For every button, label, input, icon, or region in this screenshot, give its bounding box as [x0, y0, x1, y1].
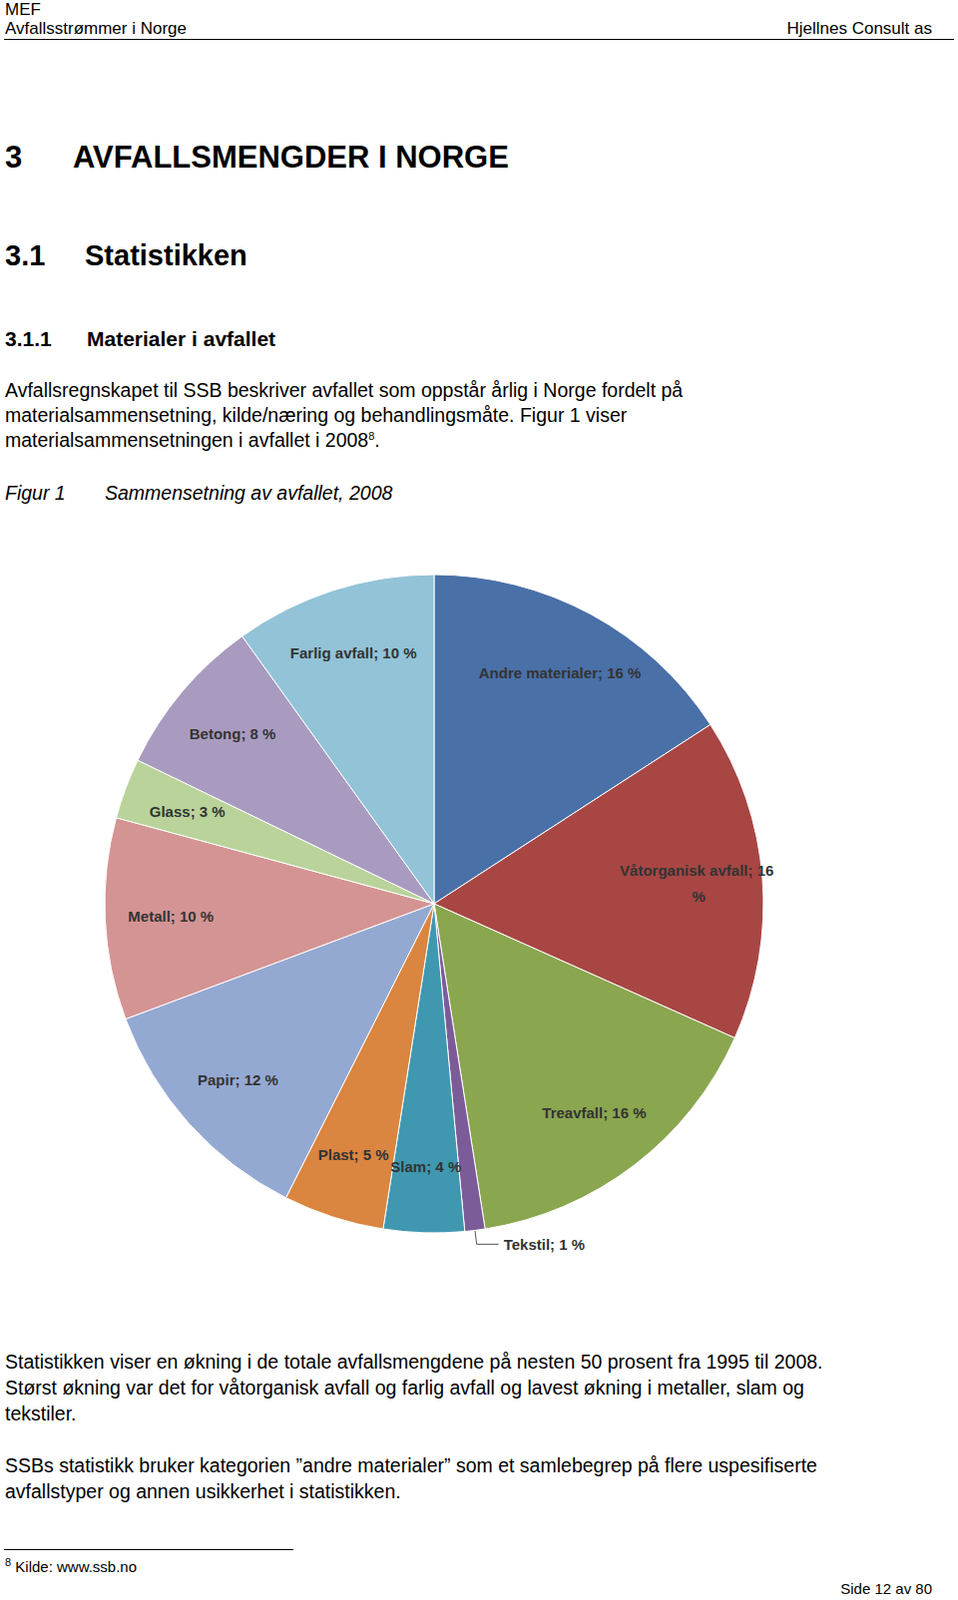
svg-text:Andre materialer; 16 %: Andre materialer; 16 % — [479, 664, 642, 682]
html-text:Sammensetning av avfallet, 200: Sammensetning av avfallet, 2008 — [104, 481, 393, 504]
html-text:Hjellnes Consult as: Hjellnes Consult as — [786, 18, 933, 38]
html-text:materialsammensetningen i avfa: materialsammensetningen i avfallet i 200… — [4, 429, 369, 452]
html-text:SSBs statistikk bruker kategor: SSBs statistikk bruker kategorien ”andre… — [4, 1454, 818, 1477]
html-text:MEF: MEF — [4, 0, 41, 19]
html-text:Side 12 av 80: Side 12 av 80 — [840, 1580, 933, 1598]
html-text:Avfallsstrømmer i Norge: Avfallsstrømmer i Norge — [4, 18, 187, 38]
html-text:Avfallsregnskapet til SSB besk: Avfallsregnskapet til SSB beskriver avfa… — [4, 379, 683, 402]
svg-text:Farlig avfall; 10 %: Farlig avfall; 10 % — [290, 644, 418, 662]
svg-text:Våtorganisk avfall; 16: Våtorganisk avfall; 16 — [619, 862, 774, 880]
html-text:Statistikken: Statistikken — [84, 239, 248, 272]
html-text:Størst økning var det for våto: Størst økning var det for våtorganisk av… — [4, 1377, 805, 1400]
html-text:avfallstyper og annen usikkerh: avfallstyper og annen usikkerhet i stati… — [4, 1480, 401, 1503]
html-text:Figur 1: Figur 1 — [4, 481, 66, 504]
html-text:3: 3 — [4, 139, 23, 175]
html-text:3.1.1: 3.1.1 — [4, 327, 52, 351]
svg-text:Metall; 10 %: Metall; 10 % — [127, 908, 214, 926]
html-text:Materialer i avfallet: Materialer i avfallet — [86, 327, 276, 351]
svg-text:Papir; 12 %: Papir; 12 % — [197, 1071, 279, 1089]
html-text:3.1: 3.1 — [4, 239, 46, 272]
svg-text:%: % — [687, 888, 706, 906]
svg-text:Tekstil; 1 %: Tekstil; 1 % — [503, 1236, 585, 1254]
html-text:Statistikken viser en økning i: Statistikken viser en økning i de totale… — [4, 1351, 823, 1374]
svg-text:Slam; 4 %: Slam; 4 % — [390, 1158, 462, 1176]
html-text:materialsammensetning, kilde/n: materialsammensetning, kilde/næring og b… — [4, 404, 627, 427]
svg-text:Betong; 8 %: Betong; 8 % — [189, 725, 277, 743]
svg-text:Glass; 3 %: Glass; 3 % — [149, 803, 226, 821]
html-text:tekstiler.: tekstiler. — [4, 1403, 77, 1426]
html-text:AVFALLSMENGDER I NORGE: AVFALLSMENGDER I NORGE — [72, 139, 509, 175]
html-text:8.: 8. — [368, 429, 381, 452]
svg-text:Treavfall; 16 %: Treavfall; 16 % — [541, 1104, 646, 1122]
svg-text:Plast; 5 %: Plast; 5 % — [318, 1146, 390, 1164]
html-text:8Kilde: www.ssb.no: 8Kilde: www.ssb.no — [4, 1556, 137, 1576]
